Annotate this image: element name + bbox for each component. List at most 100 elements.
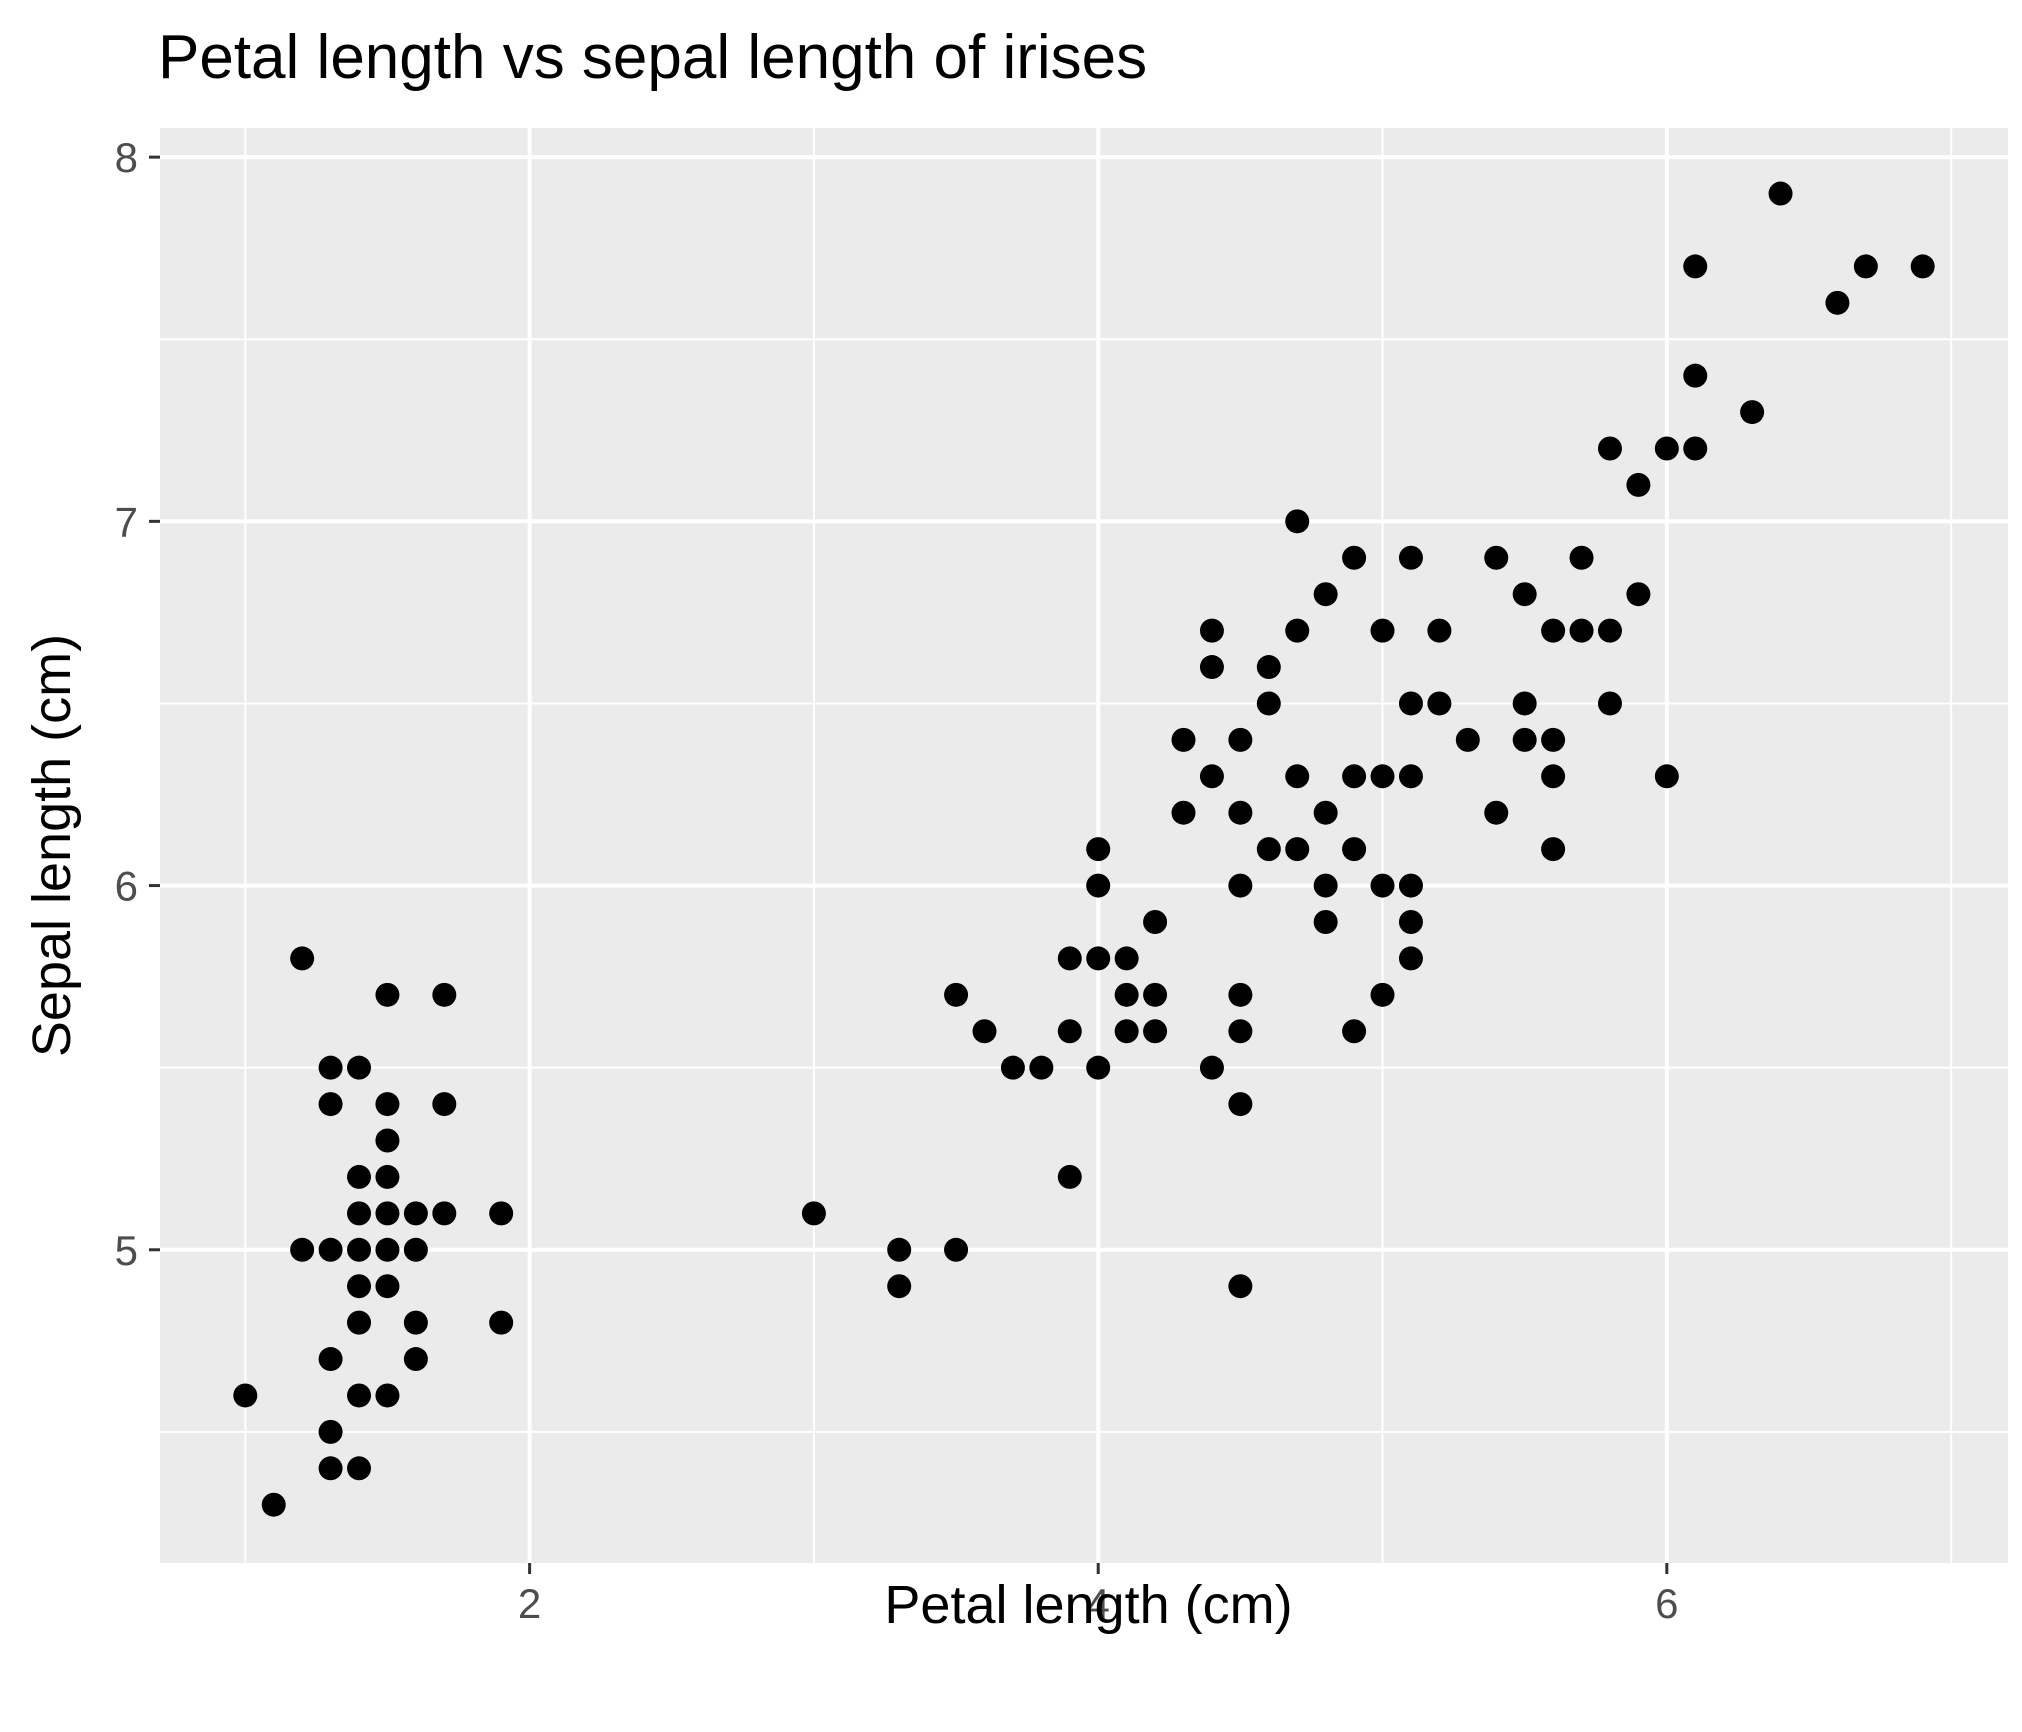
data-point [347, 1310, 372, 1335]
data-point [403, 1347, 428, 1372]
data-point [1512, 691, 1537, 716]
data-point [489, 1201, 514, 1226]
data-point [290, 946, 315, 971]
data-point [1285, 618, 1310, 643]
data-point [375, 1237, 400, 1262]
data-point [1313, 873, 1338, 898]
data-point [1199, 655, 1224, 680]
data-point [1683, 363, 1708, 388]
data-point [1569, 618, 1594, 643]
data-point [1114, 946, 1139, 971]
data-point [1029, 1055, 1054, 1080]
data-point [1597, 618, 1622, 643]
data-point [1541, 727, 1566, 752]
data-point [1199, 618, 1224, 643]
data-point [432, 982, 457, 1007]
data-point [1313, 909, 1338, 934]
data-point [1171, 727, 1196, 752]
data-point [1228, 1092, 1253, 1117]
data-point [1541, 618, 1566, 643]
data-point [1626, 472, 1651, 497]
data-point [1256, 655, 1281, 680]
data-point [403, 1201, 428, 1226]
data-point [1370, 873, 1395, 898]
data-point [489, 1310, 514, 1335]
data-point [1342, 545, 1367, 570]
data-point [1398, 545, 1423, 570]
data-point [1285, 509, 1310, 534]
x-axis-label: Petal length (cm) [884, 1575, 1293, 1635]
x-tick-label: 6 [1655, 1580, 1678, 1627]
plot-panel-background [160, 128, 2008, 1563]
data-point [1740, 400, 1765, 425]
data-point [1228, 873, 1253, 898]
y-tick-label: 5 [115, 1227, 138, 1274]
data-point [347, 1164, 372, 1189]
data-point [347, 1456, 372, 1481]
data-point [972, 1019, 997, 1044]
data-point [1256, 691, 1281, 716]
data-point [1199, 1055, 1224, 1080]
x-tick-label: 2 [518, 1580, 541, 1627]
data-point [1086, 873, 1111, 898]
data-point [1228, 800, 1253, 825]
data-point [261, 1492, 286, 1517]
data-point [375, 1274, 400, 1299]
data-point [1398, 909, 1423, 934]
data-point [1427, 618, 1452, 643]
data-point [375, 1201, 400, 1226]
data-point [1654, 764, 1679, 789]
data-point [1683, 254, 1708, 279]
data-point [375, 982, 400, 1007]
data-point [1199, 764, 1224, 789]
data-point [318, 1419, 343, 1444]
data-point [1342, 1019, 1367, 1044]
data-point [1910, 254, 1935, 279]
data-point [1370, 764, 1395, 789]
data-point [347, 1274, 372, 1299]
data-point [290, 1237, 315, 1262]
data-point [347, 1237, 372, 1262]
y-tick-label: 8 [115, 134, 138, 181]
data-point [1683, 436, 1708, 461]
data-point [887, 1274, 912, 1299]
data-point [1228, 1274, 1253, 1299]
data-point [1114, 982, 1139, 1007]
data-point [1086, 837, 1111, 862]
data-point [1484, 800, 1509, 825]
data-point [1342, 764, 1367, 789]
data-point [1512, 727, 1537, 752]
data-point [1569, 545, 1594, 570]
data-point [887, 1237, 912, 1262]
data-point [944, 1237, 969, 1262]
data-point [1057, 1019, 1082, 1044]
data-point [1000, 1055, 1025, 1080]
data-point [318, 1347, 343, 1372]
data-point [1143, 1019, 1168, 1044]
data-point [347, 1055, 372, 1080]
data-point [375, 1164, 400, 1189]
data-point [1143, 982, 1168, 1007]
data-point [1228, 727, 1253, 752]
data-point [1541, 837, 1566, 862]
data-point [1228, 1019, 1253, 1044]
data-point [1597, 436, 1622, 461]
data-point [1313, 582, 1338, 607]
x-tick-label: 4 [1087, 1580, 1110, 1627]
data-point [1654, 436, 1679, 461]
data-point [1398, 873, 1423, 898]
data-point [1171, 800, 1196, 825]
data-point [1541, 764, 1566, 789]
data-point [1825, 290, 1850, 315]
data-point [1256, 837, 1281, 862]
data-point [403, 1310, 428, 1335]
data-point [1370, 982, 1395, 1007]
data-point [1853, 254, 1878, 279]
data-point [1057, 1164, 1082, 1189]
data-point [1455, 727, 1480, 752]
data-point [801, 1201, 826, 1226]
data-point [1427, 691, 1452, 716]
data-point [1512, 582, 1537, 607]
